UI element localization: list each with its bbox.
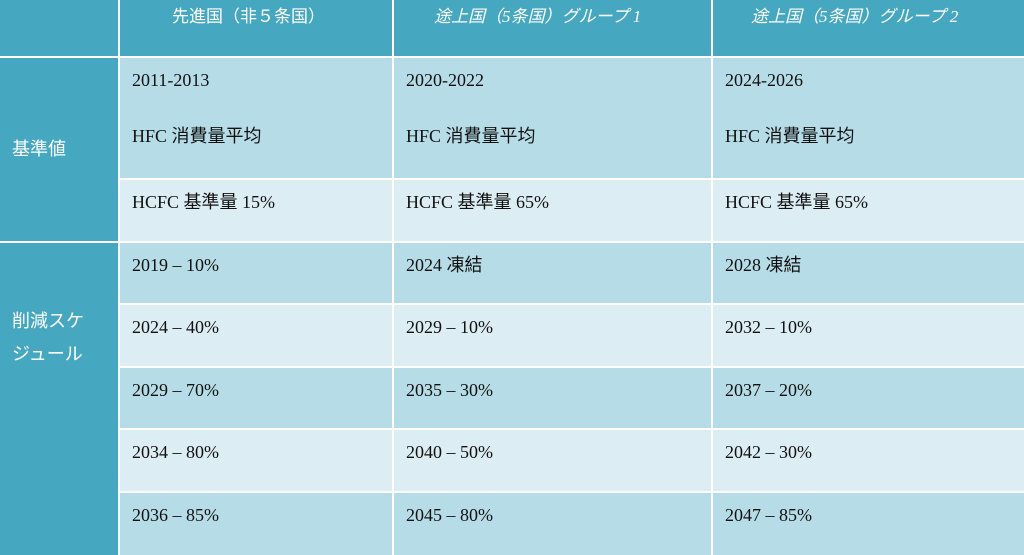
baseline-cell-group-1: 2020-2022 HFC 消費量平均 (394, 58, 711, 178)
schedule-step: 2037 – 20% (713, 368, 1024, 428)
header-developing-group-1: 途上国（5条国）グループ 1 (394, 0, 711, 56)
schedule-label-line-1: 削減スケ (12, 311, 84, 331)
schedule-step: 2036 – 85% (120, 493, 392, 555)
schedule-step: 2034 – 80% (120, 430, 392, 491)
baseline-period: 2011-2013 (132, 70, 210, 90)
schedule-step: 2040 – 50% (394, 430, 711, 491)
header-developing-group-2: 途上国（5条国）グループ 2 (713, 0, 1024, 56)
schedule-step: 2024 凍結 (394, 243, 711, 303)
header-blank-cell (0, 0, 118, 56)
baseline-period: 2020-2022 (406, 70, 484, 90)
schedule-step: 2028 凍結 (713, 243, 1024, 303)
schedule-step: 2024 – 40% (120, 305, 392, 366)
baseline-cell-group-2: 2024-2026 HFC 消費量平均 (713, 58, 1024, 178)
baseline-hfc: HFC 消費量平均 (406, 125, 536, 146)
baseline-label-text: 基準値 (12, 138, 66, 159)
schedule-step: 2035 – 30% (394, 368, 711, 428)
schedule-step: 2019 – 10% (120, 243, 392, 303)
schedule-step: 2047 – 85% (713, 493, 1024, 555)
baseline-hcfc-group-1: HCFC 基準量 65% (394, 180, 711, 241)
header-developed-countries: 先進国（非５条国） (120, 0, 392, 56)
baseline-cell-developed: 2011-2013 HFC 消費量平均 (120, 58, 392, 178)
schedule-step: 2029 – 70% (120, 368, 392, 428)
schedule-step: 2029 – 10% (394, 305, 711, 366)
baseline-hfc: HFC 消費量平均 (132, 125, 262, 146)
baseline-hfc: HFC 消費量平均 (725, 125, 855, 146)
schedule-step: 2042 – 30% (713, 430, 1024, 491)
schedule-step: 2032 – 10% (713, 305, 1024, 366)
baseline-hcfc-group-2: HCFC 基準量 65% (713, 180, 1024, 241)
baseline-hcfc-developed: HCFC 基準量 15% (120, 180, 392, 241)
schedule-label-line-2: ジュール (12, 344, 83, 364)
row-label-reduction-schedule: 削減スケ ジュール (0, 243, 118, 555)
baseline-period: 2024-2026 (725, 70, 803, 90)
row-label-baseline: 基準値 (0, 58, 118, 241)
schedule-step: 2045 – 80% (394, 493, 711, 555)
